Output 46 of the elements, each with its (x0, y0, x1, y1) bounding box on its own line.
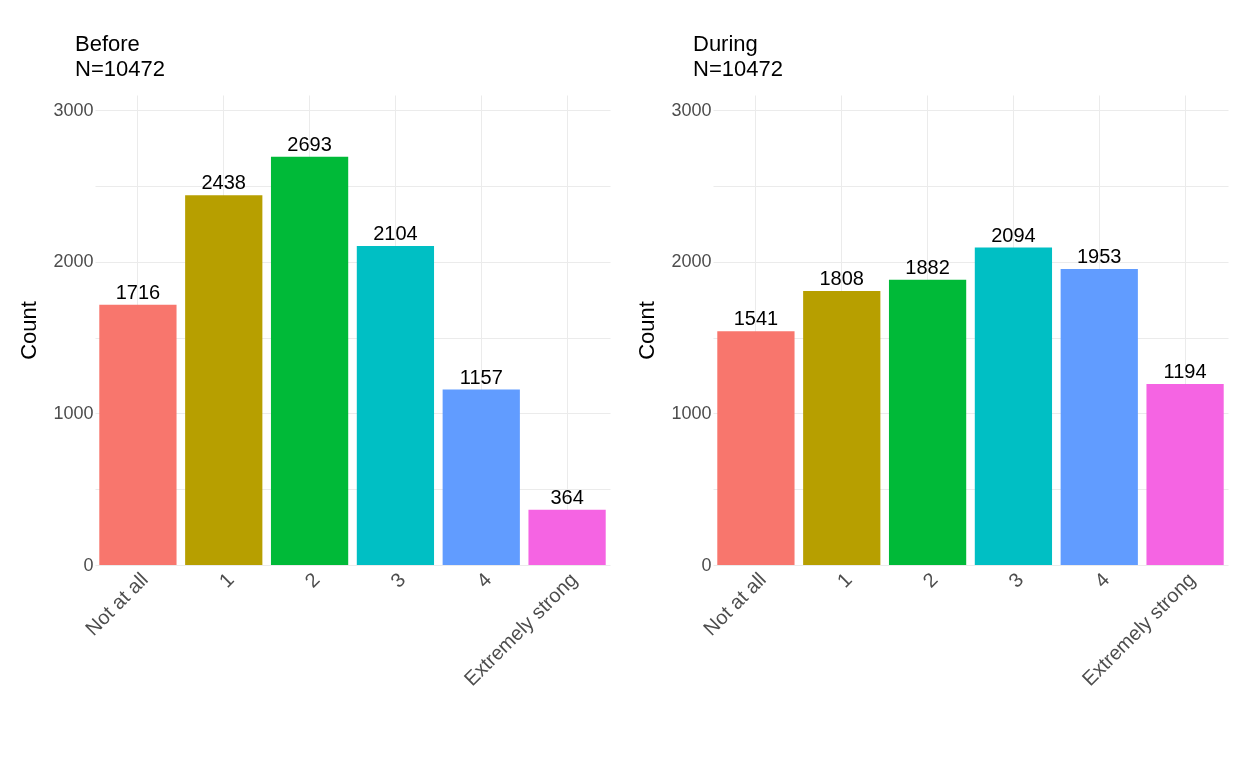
data-label: 1541 (733, 307, 779, 330)
y-tick-label: 0 (83, 554, 94, 575)
data-label: 1808 (819, 266, 864, 289)
x-tick-label: 3 (386, 568, 410, 592)
chart-title: Before (75, 31, 140, 56)
x-tick-label: 2 (918, 568, 942, 592)
data-label: 1716 (115, 280, 161, 303)
y-axis-title: Count (634, 301, 660, 360)
y-tick-label: 0 (701, 554, 712, 575)
y-axis-title: Count (16, 301, 42, 360)
chart-subtitle: N=10472 (75, 56, 165, 81)
data-label: 364 (550, 485, 584, 508)
bar (442, 389, 520, 565)
data-label: 2438 (201, 171, 246, 194)
y-tick-label: 3000 (53, 99, 94, 120)
bar (185, 195, 263, 565)
bar (1146, 383, 1224, 565)
y-tick-label: 1000 (671, 402, 712, 423)
bar (1060, 268, 1138, 565)
x-tick-label: 4 (1089, 568, 1114, 592)
chart-title: During (693, 31, 758, 56)
bar (99, 304, 177, 565)
data-label: 2693 (287, 132, 332, 155)
chart-subtitle: N=10472 (693, 56, 783, 81)
y-tick-label: 2000 (53, 251, 94, 272)
data-label: 2104 (373, 222, 418, 245)
bar (803, 290, 881, 565)
bar (717, 331, 795, 565)
bar (528, 509, 606, 565)
data-label: 1882 (905, 255, 950, 278)
x-tick-label: 4 (471, 568, 496, 592)
x-tick-label: 1 (214, 568, 238, 592)
x-tick-label: 2 (300, 568, 324, 592)
data-label: 1953 (1077, 244, 1122, 267)
data-label: 1194 (1163, 359, 1207, 382)
y-tick-label: 3000 (671, 99, 712, 120)
bar (888, 279, 967, 565)
bar (356, 246, 435, 565)
data-label: 1157 (459, 365, 503, 388)
bar (270, 156, 349, 565)
y-tick-label: 1000 (53, 402, 94, 423)
data-label: 2094 (991, 223, 1036, 246)
x-tick-label: 3 (1004, 568, 1028, 592)
x-tick-label: 1 (832, 568, 856, 592)
y-tick-label: 2000 (671, 251, 712, 272)
bar (974, 247, 1053, 565)
